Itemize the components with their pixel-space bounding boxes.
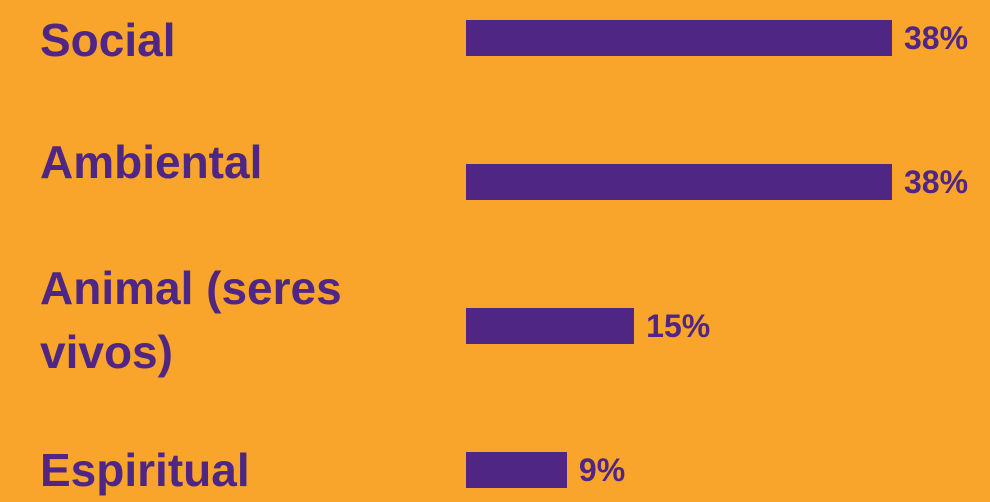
bar: [466, 20, 892, 56]
category-label: Social: [40, 14, 176, 66]
value-label: 9%: [578, 452, 626, 488]
category-label: Animal (seres vivos): [40, 262, 342, 378]
category-label: Ambiental: [40, 136, 263, 188]
value-label: 15%: [646, 308, 711, 344]
value-label: 38%: [904, 20, 969, 56]
bar: [466, 308, 635, 344]
bar: [466, 452, 567, 488]
value-label: 38%: [904, 164, 969, 200]
category-label: Espiritual: [40, 444, 250, 496]
bar: [466, 164, 892, 200]
